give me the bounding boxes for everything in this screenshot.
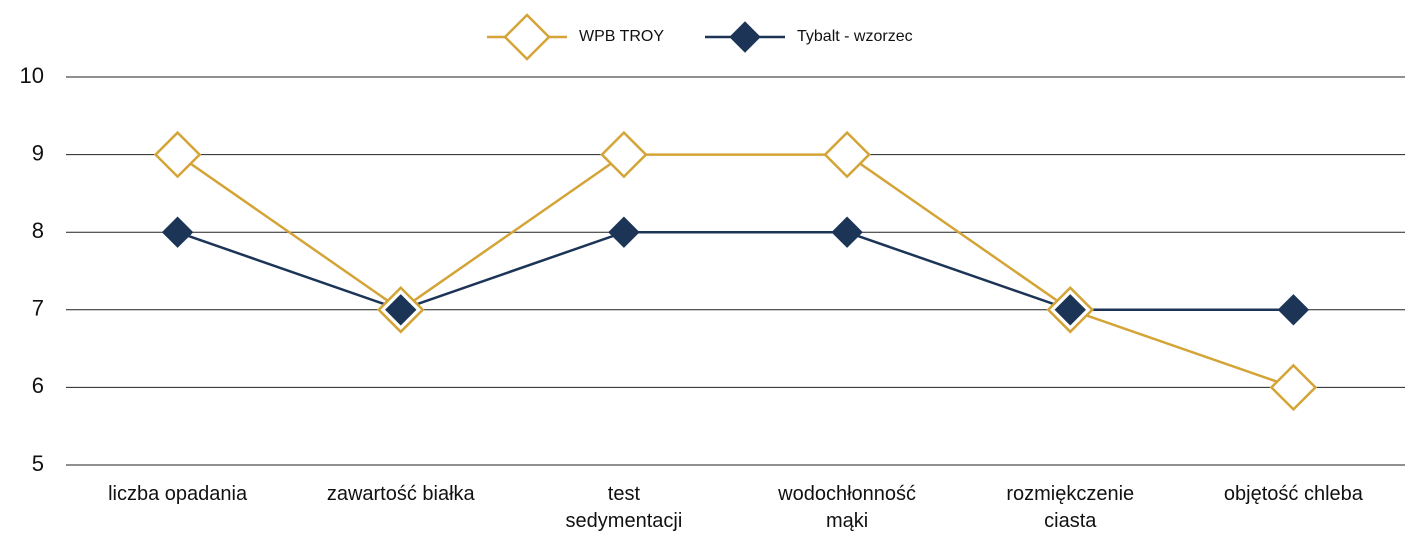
x-tick-label: rozmiękczenie ciasta	[1006, 483, 1134, 532]
series-line	[177, 230, 1294, 312]
marker	[823, 130, 871, 179]
legend-label: Tybalt - wzorzec	[797, 28, 913, 45]
y-tick-label: 5	[32, 451, 44, 476]
marker	[608, 216, 640, 248]
y-tick-label: 9	[32, 140, 44, 165]
marker	[831, 216, 863, 248]
y-tick-label: 6	[32, 373, 44, 398]
marker	[385, 294, 417, 326]
x-tick-label: objętość chleba	[1224, 483, 1364, 505]
marker	[600, 130, 648, 179]
legend-marker	[503, 13, 551, 61]
marker	[1277, 294, 1310, 326]
x-tick-label: test sedymentacji	[566, 483, 683, 532]
x-tick-label: zawartość białka	[327, 483, 476, 505]
series-line	[176, 153, 1294, 389]
y-tick-label: 10	[20, 63, 44, 88]
legend-marker	[729, 21, 761, 53]
x-tick-label: wodochłonność mąki	[777, 483, 916, 532]
marker	[1054, 294, 1086, 326]
y-tick-label: 7	[32, 296, 44, 321]
marker	[1269, 363, 1318, 412]
y-tick-label: 8	[32, 218, 44, 243]
marker	[161, 216, 194, 248]
marker	[153, 130, 202, 179]
legend-label: WPB TROY	[579, 28, 664, 45]
x-tick-label: liczba opadania	[108, 483, 248, 505]
